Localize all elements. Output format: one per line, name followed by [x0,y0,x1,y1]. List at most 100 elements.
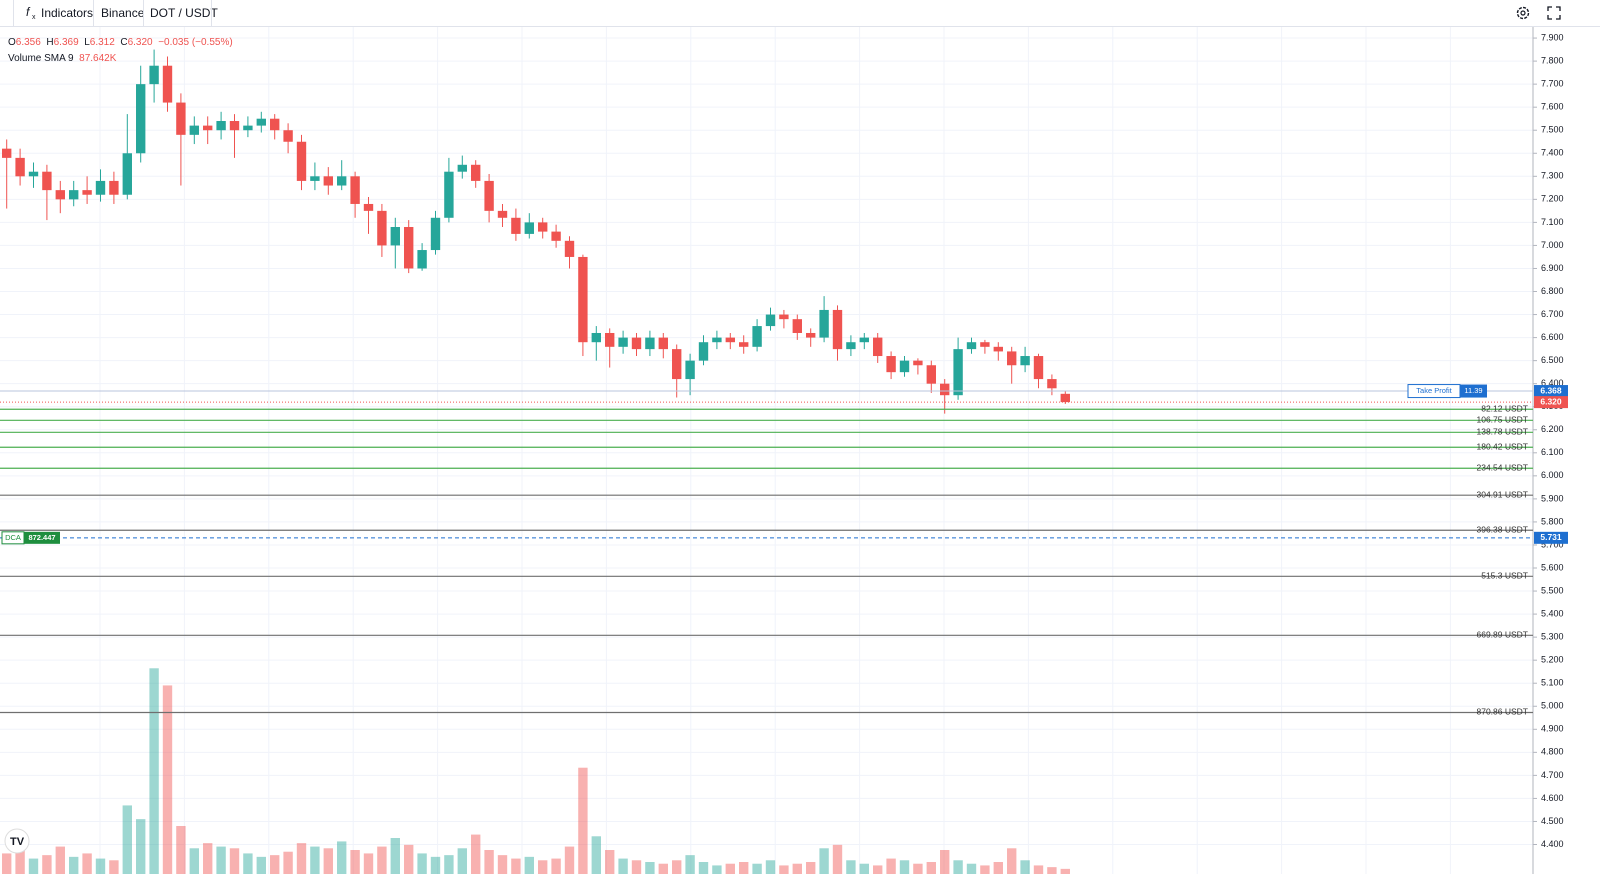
candle-body [980,342,990,347]
volume-bar [993,862,1003,874]
candle-body [752,326,762,347]
y-tick-label: 7.400 [1541,148,1564,158]
volume-bar [605,850,615,874]
take-profit-amount-box [1460,384,1487,398]
candle-body [739,342,749,347]
candle-body [417,250,427,269]
candle-body [471,164,481,181]
volume-bar [524,856,534,874]
settings-icon[interactable] [1515,5,1531,21]
volume-bar [819,848,829,874]
volume-bar [645,862,655,874]
volume-bar [497,855,508,874]
volume-legend: Volume SMA 9 87.642K [8,51,233,67]
volume-bar [698,862,709,874]
y-tick-label: 7.800 [1541,55,1564,65]
y-tick-label: 6.200 [1541,424,1564,434]
volume-bar [765,860,776,874]
fullscreen-icon[interactable] [1546,5,1562,21]
volume-bar [752,863,762,874]
volume-bar [149,668,159,874]
y-tick-label: 7.200 [1541,194,1564,204]
candle-body [69,190,79,200]
y-tick-label: 4.700 [1541,770,1564,780]
y-tick-label: 5.700 [1541,539,1564,549]
volume-bar [82,853,92,874]
volume-bar [390,838,400,874]
y-tick-label: 6.100 [1541,447,1564,457]
volume-bar [28,858,39,874]
volume-bar [953,860,963,874]
volume-bar [966,863,977,874]
candle-body [323,176,333,186]
volume-bar [15,843,25,874]
y-tick-label: 5.400 [1541,608,1564,618]
candle-body [42,171,52,191]
volume-bar [55,846,65,874]
candle-body [698,342,709,361]
y-tick-label: 5.000 [1541,701,1564,711]
candle-body [993,346,1003,352]
dca-amount-box [24,531,60,544]
volume-bar [846,860,856,874]
dca-label: DCA [5,533,21,542]
candle-body [296,141,307,181]
volume-bar [725,863,735,874]
volume-bar [578,767,588,874]
volume-bar [779,865,789,874]
legend-value: 87.642K [79,53,117,64]
volume-bar [417,853,427,874]
candle-body [122,153,132,195]
candle-body [189,125,199,135]
candle-body [913,360,923,366]
volume-bar [176,826,186,874]
order-line-label: 870.86 USDT [1477,707,1529,717]
legend-key: C [120,37,128,48]
y-tick-label: 4.900 [1541,724,1564,734]
order-line-label: 304.91 USDT [1477,489,1529,499]
y-tick-label: 5.300 [1541,632,1564,642]
indicators-button[interactable]: Indicators [41,6,94,20]
volume-bar [899,860,910,874]
candle-body [162,65,173,103]
volume-bar [806,862,816,874]
volume-bar [618,858,628,874]
volume-bar [430,856,441,874]
volume-bar [203,843,213,874]
take-profit-label: Take Profit [1416,386,1452,395]
candle-body [363,203,374,211]
separator [211,0,212,26]
candle-body [203,125,213,131]
candle-body [926,365,936,384]
candle-body [243,125,253,131]
candle-body [605,332,615,347]
volume-bar [136,819,146,874]
volume-bar [229,848,240,874]
volume-bar [913,863,923,874]
volume-bar [270,855,280,874]
volume-bar [631,860,642,874]
candle-body [310,176,320,181]
volume-bar [1060,868,1070,874]
volume-bar [873,865,883,874]
exchange-label[interactable]: Binance [101,6,145,20]
candle-body [792,319,802,333]
symbol-label[interactable]: DOT / USDT [150,6,218,20]
volume-bar [2,853,12,874]
y-tick-label: 4.600 [1541,793,1564,803]
candle-body [685,360,695,380]
separator [13,0,14,26]
volume-bar [109,860,119,874]
candle-body [377,210,387,246]
candle-body [457,164,467,172]
volume-bar [591,836,601,874]
volume-bar [1047,867,1057,874]
candle-body [149,65,159,85]
volume-bar [980,865,990,874]
volume-bar [511,858,521,874]
candle-body [645,337,655,350]
volume-bar [377,846,387,874]
